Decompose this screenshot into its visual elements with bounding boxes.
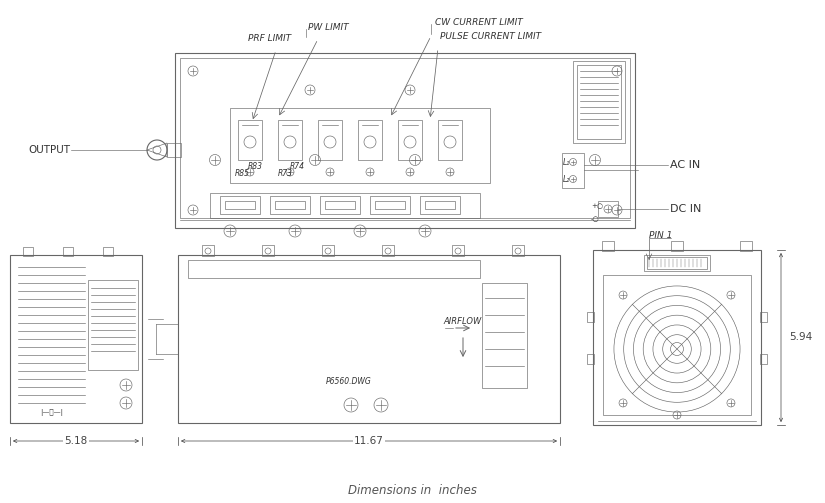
- Text: L₁: L₁: [563, 157, 570, 166]
- Bar: [103, 247, 113, 256]
- Text: |—⎯—|: |—⎯—|: [40, 409, 63, 416]
- Bar: [238, 120, 262, 160]
- Bar: [760, 354, 767, 364]
- Bar: [671, 241, 683, 251]
- Text: 5.94: 5.94: [789, 332, 813, 342]
- Bar: [23, 247, 33, 256]
- Bar: [202, 245, 214, 256]
- Bar: [577, 65, 621, 139]
- Bar: [318, 120, 342, 160]
- Text: Dimensions in  inches: Dimensions in inches: [347, 483, 477, 496]
- Bar: [587, 354, 594, 364]
- Bar: [587, 311, 594, 321]
- Bar: [175, 53, 635, 228]
- Bar: [602, 241, 614, 251]
- Bar: [188, 260, 480, 278]
- Bar: [225, 201, 255, 209]
- Bar: [482, 283, 527, 388]
- Bar: [262, 245, 274, 256]
- Bar: [382, 245, 394, 256]
- Bar: [88, 280, 138, 370]
- Text: R85: R85: [235, 169, 250, 178]
- Text: DC IN: DC IN: [670, 204, 701, 214]
- Text: R74: R74: [290, 161, 305, 171]
- Bar: [220, 196, 260, 214]
- Text: PW LIMIT: PW LIMIT: [308, 23, 349, 32]
- Bar: [180, 58, 630, 218]
- Bar: [320, 196, 360, 214]
- Bar: [512, 245, 524, 256]
- Bar: [178, 255, 560, 423]
- Bar: [167, 143, 181, 157]
- Bar: [760, 311, 767, 321]
- Bar: [644, 255, 710, 271]
- Text: L₂: L₂: [563, 175, 570, 184]
- Text: 5.18: 5.18: [64, 436, 87, 446]
- Bar: [370, 196, 410, 214]
- Text: P6560.DWG: P6560.DWG: [326, 377, 372, 385]
- Bar: [573, 61, 625, 143]
- Bar: [275, 201, 305, 209]
- Text: PULSE CURRENT LIMIT: PULSE CURRENT LIMIT: [440, 32, 541, 41]
- Text: PRF LIMIT: PRF LIMIT: [248, 34, 291, 42]
- Bar: [647, 257, 707, 269]
- Bar: [375, 201, 405, 209]
- Text: R83: R83: [248, 161, 263, 171]
- Text: R73: R73: [278, 169, 293, 178]
- Bar: [562, 153, 584, 188]
- Bar: [603, 275, 751, 415]
- Text: 11.67: 11.67: [354, 436, 384, 446]
- Bar: [593, 250, 761, 425]
- Text: +○: +○: [591, 203, 603, 209]
- Bar: [598, 201, 618, 217]
- Text: PIN 1: PIN 1: [648, 230, 672, 239]
- Text: OUTPUT: OUTPUT: [28, 145, 70, 155]
- Bar: [398, 120, 422, 160]
- Text: AIRFLOW: AIRFLOW: [444, 317, 482, 326]
- Text: AC IN: AC IN: [670, 160, 700, 170]
- Bar: [325, 201, 355, 209]
- Text: CW CURRENT LIMIT: CW CURRENT LIMIT: [435, 18, 523, 27]
- Bar: [740, 241, 752, 251]
- Bar: [63, 247, 73, 256]
- Bar: [10, 255, 142, 423]
- Bar: [230, 108, 490, 183]
- Text: -○: -○: [591, 216, 600, 222]
- Bar: [452, 245, 464, 256]
- Bar: [270, 196, 310, 214]
- Bar: [322, 245, 334, 256]
- Bar: [358, 120, 382, 160]
- Bar: [210, 193, 480, 218]
- Bar: [420, 196, 460, 214]
- Bar: [425, 201, 455, 209]
- Bar: [438, 120, 462, 160]
- Bar: [278, 120, 302, 160]
